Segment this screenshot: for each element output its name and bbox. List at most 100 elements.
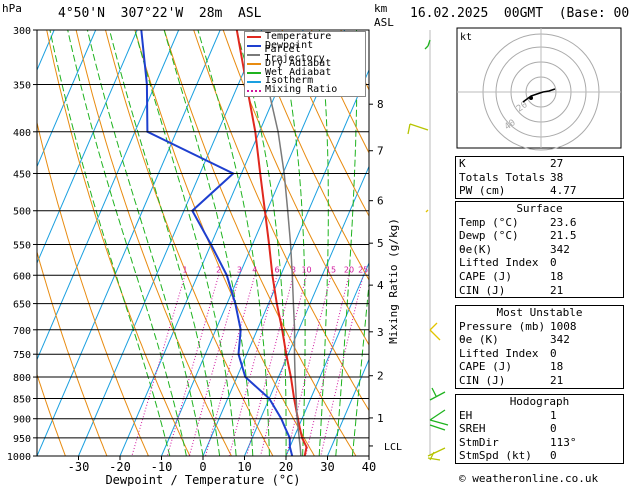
mixing-ratio-label: 8 (291, 265, 296, 274)
legend-label: Wet Adiabat (265, 66, 332, 78)
most-unstable-table: Most Unstable Pressure (mb) 1008 θe (K) 342 L… (455, 305, 624, 389)
legend-item: Temperature (247, 31, 363, 42)
pressure-tick-label: 300 (13, 26, 31, 37)
legend-item: Wet Adiabat (247, 66, 363, 78)
row-label: CAPE (J) (459, 269, 512, 283)
pressure-tick-label: 850 (13, 394, 31, 405)
mixing-ratio-axis-label: Mixing Ratio (g/kg) (387, 218, 400, 344)
lcl-label: LCL (384, 442, 402, 453)
row-value: 23.6 (550, 215, 577, 229)
datetime-title: 16.02.2025 00GMT (Base: 00) (410, 6, 629, 21)
mixing-ratio-line (166, 275, 220, 456)
row-value: 1008 (550, 319, 577, 333)
legend-label: Temperature (265, 31, 332, 42)
row-value: 4.77 (550, 184, 577, 198)
temperature-tick-label: 0 (199, 460, 206, 474)
mixing-ratio-label: 6 (275, 265, 280, 274)
dry-adiabat-line (281, 30, 369, 218)
row-label: SREH (459, 422, 486, 436)
mixing-ratio-label: 2 (216, 265, 221, 274)
table-row: CIN (J) 21 (456, 374, 623, 388)
legend-item: Dewpoint (247, 39, 363, 51)
surface-table: Surface Temp (°C) 23.6 Dewp (°C) 21.5 θe(K) 34… (455, 201, 624, 299)
row-value: 0 (550, 422, 557, 436)
pressure-tick-label: 1000 (7, 452, 31, 463)
legend-swatch (247, 54, 261, 57)
wind-barb (425, 209, 429, 213)
copyright: © weatheronline.co.uk (459, 472, 599, 485)
table-row: Lifted Index 0 (456, 256, 623, 270)
legend-swatch (247, 36, 261, 39)
row-value: 342 (550, 242, 570, 256)
table-row: θe(K) 342 (456, 243, 623, 257)
table-row: StmDir 113° (456, 436, 623, 450)
dry-adiabat-line (310, 30, 369, 154)
wind-barb (429, 322, 441, 341)
series-line-parcel-trajectory (252, 30, 302, 456)
row-label: Pressure (mb) (459, 319, 546, 333)
table-row: K 27 (456, 157, 623, 171)
mixing-ratio-label: 15 (326, 265, 336, 274)
row-label: CAPE (J) (459, 360, 512, 374)
row-label: Lifted Index (459, 346, 539, 360)
row-label: K (459, 157, 466, 170)
legend-label: Parcel Trajectory (264, 44, 325, 65)
legend-swatch (247, 63, 261, 66)
mixing-ratio-label: 20 (344, 265, 354, 274)
hodograph-table: Hodograph EH 1 SREH 0 StmDir 113° StmSpd (kt) 0 (455, 394, 624, 464)
pressure-tick-label: 800 (13, 373, 31, 384)
legend-item: Mixing Ratio (247, 85, 363, 95)
row-label: StmSpd (kt) (459, 449, 532, 463)
mixing-ratio-label: 10 (301, 265, 311, 274)
height-tick-label: 7 (377, 145, 384, 158)
wind-barb (407, 123, 429, 135)
pressure-tick-label: 450 (13, 169, 31, 180)
table-title: Most Unstable (496, 306, 583, 319)
row-label: Temp (°C) (459, 215, 519, 229)
table-row: Totals Totals 38 (456, 171, 623, 185)
table-row: StmSpd (kt) 0 (456, 449, 623, 463)
wind-barb (424, 39, 431, 50)
isotherm-line (202, 68, 369, 456)
row-label: EH (459, 408, 473, 422)
legend-label: Isotherm (265, 75, 314, 87)
legend-label: Dewpoint (265, 39, 314, 51)
dry-adiabat-line (37, 372, 66, 456)
pressure-tick-label: 700 (13, 326, 31, 337)
legend-item: Isotherm (247, 75, 363, 87)
isotherm-line (37, 30, 138, 265)
height-tick-label: 6 (377, 195, 384, 208)
hodograph-storm-motion (529, 96, 533, 100)
isotherm-line (285, 261, 369, 456)
row-label: CIN (J) (459, 283, 506, 297)
row-label: StmDir (459, 435, 499, 449)
table-row: CAPE (J) 18 (456, 360, 623, 374)
temperature-tick-label: 30 (320, 460, 334, 474)
table-row: Pressure (mb) 1008 (456, 320, 623, 334)
isotherm-line (0, 30, 13, 456)
legend-swatch (247, 89, 261, 92)
mixing-ratio-label: 3 (237, 265, 242, 274)
height-tick-label: 2 (377, 370, 384, 383)
row-value: 18 (550, 269, 564, 283)
pressure-tick-label: 950 (13, 434, 31, 445)
height-tick-label: 4 (377, 279, 384, 292)
isotherm-line (78, 30, 263, 456)
km-label: km (374, 2, 388, 15)
isotherm-line (327, 358, 369, 456)
height-tick-label: 3 (377, 326, 384, 339)
legend-item: Parcel Trajectory (247, 45, 363, 64)
legend-swatch (247, 45, 261, 48)
table-row: θe (K) 342 (456, 333, 623, 347)
row-value: 38 (550, 170, 564, 184)
row-value: 0 (550, 256, 557, 270)
row-label: θe (K) (459, 333, 499, 347)
temperature-tick-label: 10 (237, 460, 251, 474)
row-value: 21 (550, 283, 564, 297)
table-row: CAPE (J) 18 (456, 270, 623, 284)
table-row: EH 1 (456, 409, 623, 423)
row-value: 21.5 (550, 229, 577, 243)
wet-adiabat-line (67, 30, 187, 456)
legend-swatch (247, 80, 261, 83)
